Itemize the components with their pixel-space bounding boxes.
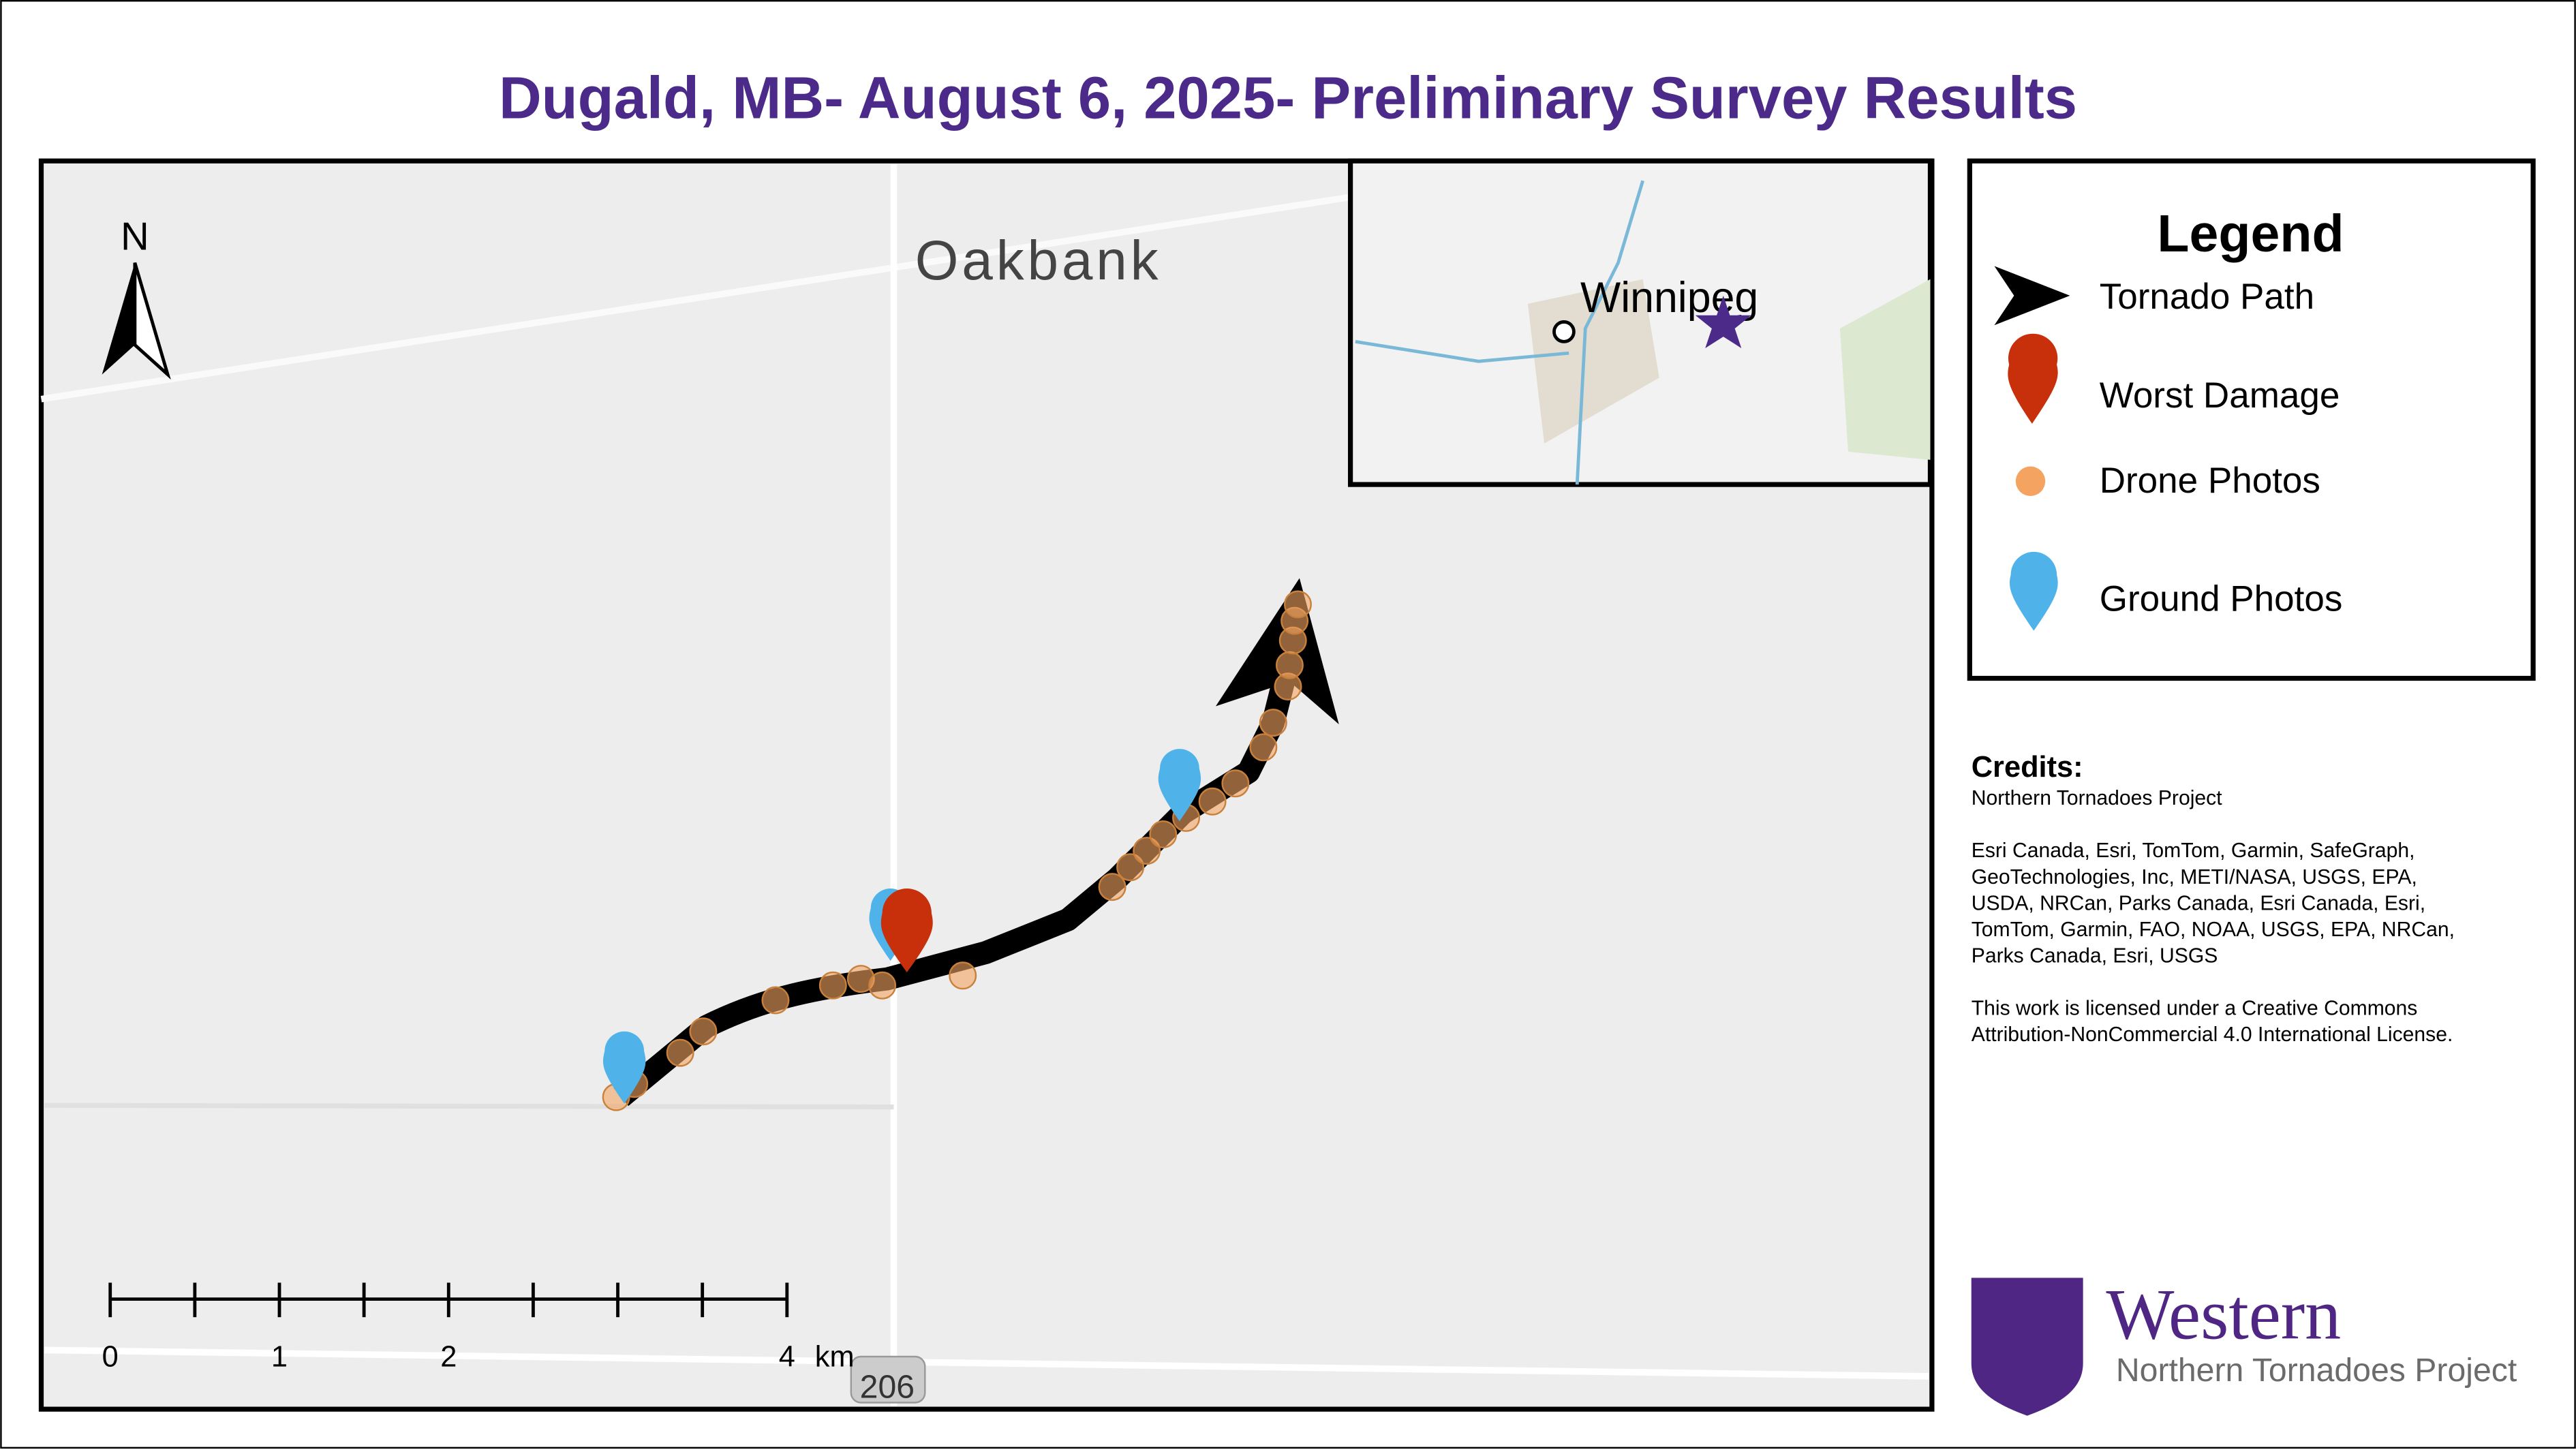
inset-map [1347,158,1933,487]
legend-title: Legend [2157,204,2344,263]
drone-photo [666,1038,694,1067]
road-label: 206 [860,1368,915,1405]
scale-unit: km [815,1340,855,1373]
logo-name: Western [2106,1274,2341,1355]
road [44,1102,894,1110]
title: Dugald, MB- August 6, 2025- Preliminary … [499,65,2077,132]
drone-photo [689,1017,718,1046]
scale-label: 2 [440,1340,457,1373]
credits-line: This work is licensed under a Creative C… [1972,998,2418,1020]
legend-item: Ground Photos [2100,579,2343,619]
credits-line: USDA, NRCan, Parks Canada, Esri Canada, … [1972,892,2425,914]
legend-symbol [2015,466,2046,496]
ground-photo [1158,749,1201,822]
credits-line: Esri Canada, Esri, TomTom, Garmin, SafeG… [1972,839,2415,862]
credits: Northern Tornadoes Project Esri Canada, E… [1972,787,2455,1046]
logo: Western Northern Tornadoes Project [1971,1274,2517,1416]
drone-photo [868,971,897,1000]
drone-photo [949,961,977,990]
scale-bar [108,1282,789,1318]
credits-line: Northern Tornadoes Project [1972,787,2222,809]
town-label: Oakbank [915,230,1162,292]
legend-item: Drone Photos [2100,461,2320,501]
drone-photo [1283,590,1312,619]
park [1839,279,1931,460]
river [1355,180,1644,485]
legend-item: Worst Damage [2100,375,2340,416]
road [44,1346,1929,1380]
credits-line: Parks Canada, Esri, USGS [1972,945,2218,968]
drone-photo [1098,873,1126,901]
legend-symbol [2008,333,2058,424]
scale-label: 1 [271,1340,288,1373]
drone-photo [1149,820,1178,848]
legend-symbol [2010,551,2058,631]
road-shield [850,1355,926,1404]
credits-line: TomTom, Garmin, FAO, NOAA, USGS, EPA, NR… [1972,918,2455,941]
worst-damage [880,889,933,972]
north-arrow [133,262,171,380]
legend: Legend Tornado Path Worst Damage Drone P… [1967,158,2536,681]
map: 206 Oakbank N Winnipeg [38,158,1935,1412]
drone-photo [1221,769,1250,798]
crest [1971,1278,2083,1416]
credits-line: GeoTechnologies, Inc, METI/NASA, USGS, E… [1972,866,2417,889]
scale-label: 4 [779,1340,795,1373]
north-label: N [121,215,149,258]
scale-label: 0 [102,1340,119,1373]
drone-photo [761,986,790,1015]
event-star [1695,295,1751,349]
legend-symbol [1994,266,2070,326]
drone-photo [818,971,847,1000]
credits-heading: Credits: [1972,751,2083,784]
tornado-arrow [1215,578,1339,724]
ground-photo [602,1031,646,1104]
credits-line: Attribution-NonCommercial 4.0 Internatio… [1972,1023,2453,1046]
north-arrow [102,262,135,375]
inset-label: Winnipeg [1580,274,1758,322]
logo-subtitle: Northern Tornadoes Project [2116,1352,2517,1389]
drone-photo [1249,733,1278,762]
legend-box [1967,158,2536,681]
city-area [1527,279,1659,444]
city-marker [1552,320,1576,343]
legend-item: Tornado Path [2100,277,2314,317]
rail [40,194,1351,403]
drone-photo [1275,651,1304,679]
drone-photo [1198,787,1227,816]
drone-photo [1259,709,1287,737]
